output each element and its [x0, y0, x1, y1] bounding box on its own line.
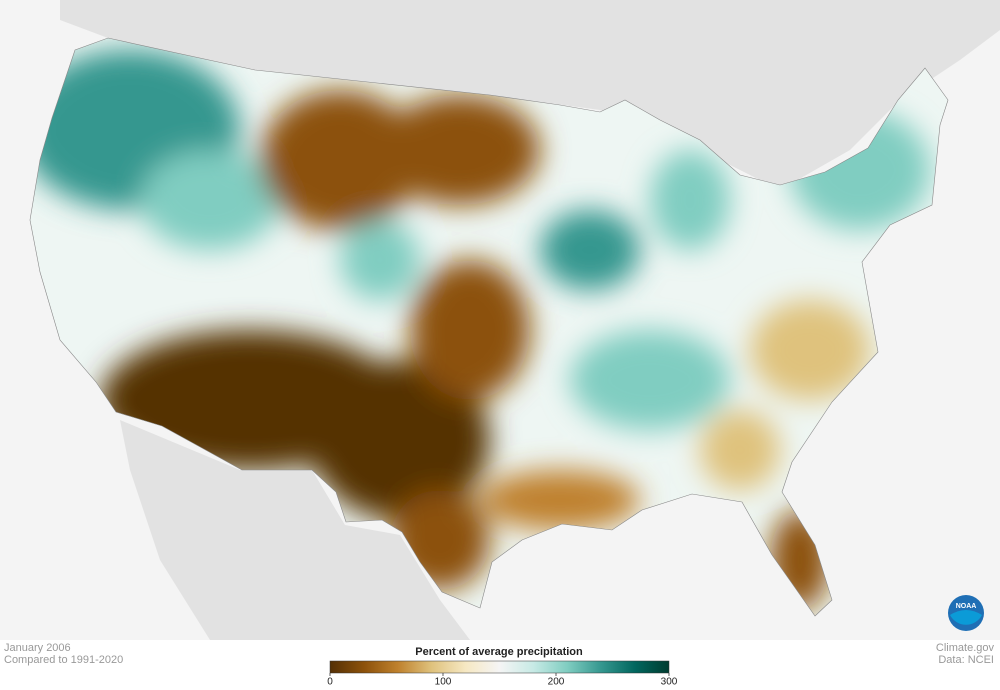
us-outline: [29, 37, 949, 617]
legend-tick-label: 100: [435, 677, 452, 688]
legend-colorbar: [329, 660, 670, 674]
legend-tick-label: 300: [661, 677, 678, 688]
site-credit: Climate.gov: [936, 642, 995, 654]
date: January 2006: [4, 642, 71, 654]
mexico: [120, 420, 470, 640]
source-credit: Data: NCEI: [938, 654, 994, 666]
legend-tick-label: 0: [327, 677, 333, 688]
legend-title: Percent of average precipitation: [415, 646, 583, 658]
logo-text: NOAA: [956, 603, 977, 610]
legend-tick-label: 200: [548, 677, 565, 688]
canada: [60, 0, 1000, 190]
precip-field: [30, 50, 930, 610]
logo-wave: [950, 610, 982, 625]
baseline: Compared to 1991-2020: [4, 654, 123, 666]
